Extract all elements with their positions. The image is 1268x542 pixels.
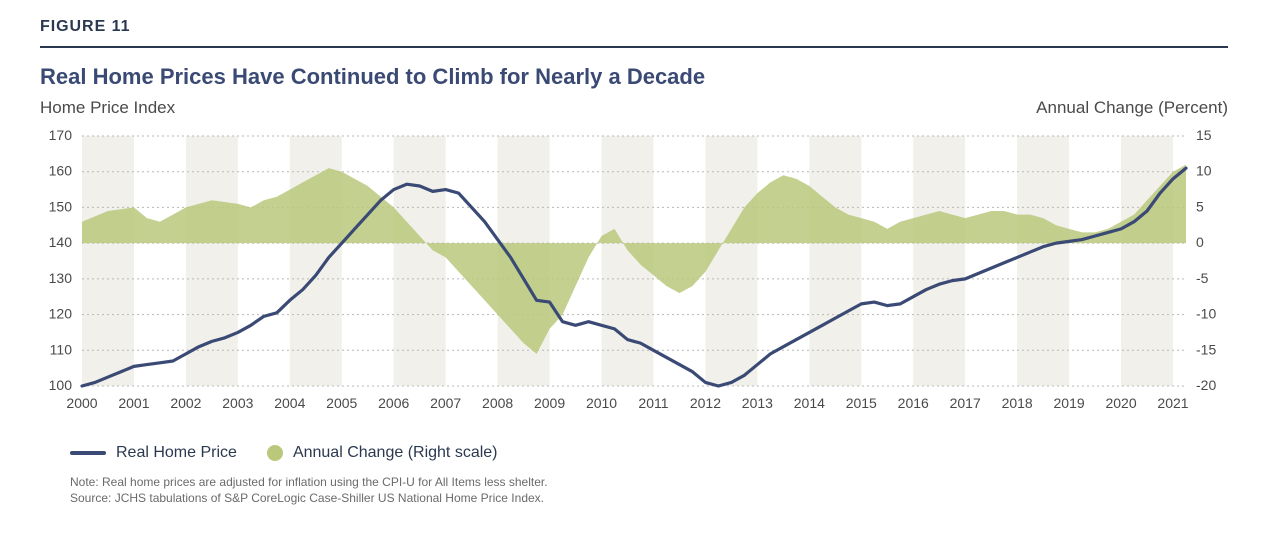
- svg-text:0: 0: [1196, 234, 1204, 250]
- svg-text:2013: 2013: [742, 395, 773, 411]
- svg-text:150: 150: [49, 198, 73, 214]
- svg-text:-5: -5: [1196, 270, 1209, 286]
- svg-text:100: 100: [49, 377, 73, 393]
- svg-text:15: 15: [1196, 127, 1212, 143]
- svg-text:130: 130: [49, 270, 73, 286]
- legend-line-label: Real Home Price: [116, 444, 237, 462]
- svg-text:2011: 2011: [638, 395, 668, 411]
- svg-text:2007: 2007: [430, 395, 461, 411]
- note-text: Note: Real home prices are adjusted for …: [70, 474, 1228, 490]
- svg-text:2006: 2006: [378, 395, 409, 411]
- chart-title: Real Home Prices Have Continued to Climb…: [40, 64, 1228, 90]
- legend-item-line: Real Home Price: [70, 444, 237, 462]
- legend: Real Home Price Annual Change (Right sca…: [70, 444, 1228, 462]
- svg-text:2015: 2015: [846, 395, 877, 411]
- figure-container: FIGURE 11 Real Home Prices Have Continue…: [0, 0, 1268, 526]
- legend-area-label: Annual Change (Right scale): [293, 444, 498, 462]
- svg-text:2008: 2008: [482, 395, 513, 411]
- svg-text:-20: -20: [1196, 377, 1216, 393]
- chart: 100 110 120 130 140 150 160 170 -20 -15 -10 -5 0 5 10 1…: [40, 126, 1228, 426]
- footnotes: Note: Real home prices are adjusted for …: [70, 474, 1228, 506]
- svg-text:-15: -15: [1196, 341, 1216, 357]
- svg-text:120: 120: [49, 306, 73, 322]
- svg-text:2005: 2005: [326, 395, 357, 411]
- svg-text:2010: 2010: [586, 395, 617, 411]
- svg-text:2003: 2003: [222, 395, 253, 411]
- svg-text:2009: 2009: [534, 395, 565, 411]
- svg-text:160: 160: [49, 163, 73, 179]
- left-axis-title: Home Price Index: [40, 98, 175, 118]
- svg-text:2018: 2018: [1002, 395, 1033, 411]
- figure-label: FIGURE 11: [40, 18, 1228, 36]
- svg-text:-10: -10: [1196, 306, 1216, 322]
- svg-text:10: 10: [1196, 163, 1212, 179]
- area-swatch-icon: [267, 445, 283, 461]
- svg-text:140: 140: [49, 234, 73, 250]
- legend-item-area: Annual Change (Right scale): [267, 444, 498, 462]
- svg-text:110: 110: [50, 341, 73, 357]
- axis-titles-row: Home Price Index Annual Change (Percent): [40, 98, 1228, 118]
- svg-text:2001: 2001: [118, 395, 149, 411]
- source-text: Source: JCHS tabulations of S&P CoreLogi…: [70, 490, 1228, 506]
- line-swatch-icon: [70, 451, 106, 455]
- svg-text:2020: 2020: [1105, 395, 1136, 411]
- svg-text:2000: 2000: [66, 395, 97, 411]
- svg-text:170: 170: [49, 127, 73, 143]
- svg-text:2002: 2002: [170, 395, 201, 411]
- chart-svg: 100 110 120 130 140 150 160 170 -20 -15 -10 -5 0 5 10 1…: [40, 126, 1228, 426]
- svg-text:2014: 2014: [794, 395, 825, 411]
- svg-text:5: 5: [1196, 198, 1204, 214]
- svg-text:2012: 2012: [690, 395, 721, 411]
- divider: [40, 46, 1228, 48]
- svg-text:2021: 2021: [1157, 395, 1188, 411]
- right-axis-title: Annual Change (Percent): [1036, 98, 1228, 118]
- svg-text:2017: 2017: [950, 395, 981, 411]
- svg-text:2016: 2016: [898, 395, 929, 411]
- svg-text:2019: 2019: [1054, 395, 1085, 411]
- svg-text:2004: 2004: [274, 395, 305, 411]
